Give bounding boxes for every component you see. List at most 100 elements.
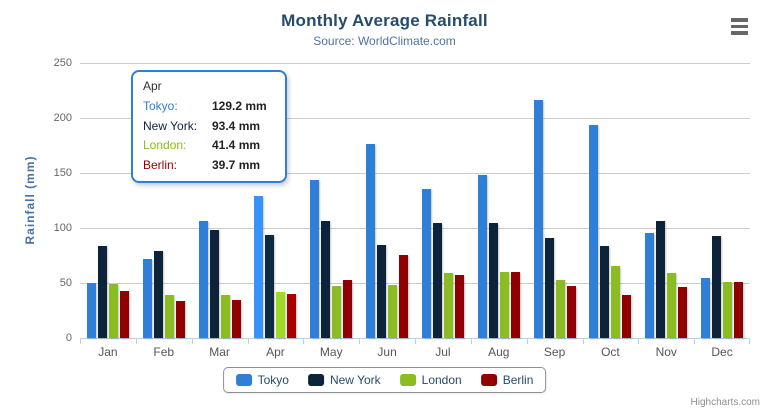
bar-tokyo-jun[interactable] — [366, 144, 376, 338]
bar-berlin-jun[interactable] — [399, 254, 409, 338]
credits-link[interactable]: Highcharts.com — [690, 397, 760, 408]
bar-london-jan[interactable] — [108, 284, 118, 338]
x-axis-label-sep: Sep — [543, 345, 566, 359]
tooltip-row-tokyo: Tokyo: 129.2 mm — [143, 97, 275, 117]
x-axis-tick — [582, 339, 584, 344]
legend-swatch-berlin — [480, 374, 497, 386]
tooltip-rows: Tokyo: 129.2 mm New York: 93.4 mm London: 41.… — [143, 97, 275, 175]
bar-tokyo-jul[interactable] — [421, 188, 431, 338]
gridline-250 — [80, 63, 750, 64]
legend-item-tokyo[interactable]: Tokyo — [235, 373, 289, 387]
x-axis-tick — [638, 339, 640, 344]
legend-label: Tokyo — [257, 373, 289, 387]
x-axis-label-mar: Mar — [209, 345, 230, 359]
bar-tokyo-oct[interactable] — [589, 124, 599, 338]
gridline-100 — [80, 228, 750, 229]
bar-tokyo-nov[interactable] — [645, 232, 655, 338]
y-axis-label-250: 250 — [53, 57, 72, 69]
legend-swatch-new-york — [307, 374, 324, 386]
y-axis-label-100: 100 — [53, 222, 72, 234]
x-axis-label-oct: Oct — [601, 345, 620, 359]
bar-london-aug[interactable] — [499, 272, 509, 338]
export-menu-button[interactable] — [726, 15, 754, 39]
bar-new-york-may[interactable] — [321, 221, 331, 338]
chart-subtitle: Source: WorldClimate.com — [313, 34, 456, 48]
bar-tokyo-aug[interactable] — [477, 174, 487, 338]
bar-berlin-dec[interactable] — [734, 281, 744, 338]
bar-new-york-apr[interactable] — [265, 235, 275, 338]
legend-label: London — [421, 373, 462, 387]
x-axis-label-nov: Nov — [655, 345, 677, 359]
gridline-150 — [80, 173, 750, 174]
tooltip-series-label: New York: — [143, 118, 198, 133]
bar-berlin-jul[interactable] — [454, 274, 464, 338]
bar-london-apr[interactable] — [276, 292, 286, 338]
x-axis-label-jan: Jan — [98, 345, 118, 359]
tooltip-series-value: 41.4 mm — [212, 138, 261, 152]
x-axis-tick — [415, 339, 416, 344]
bar-new-york-dec[interactable] — [712, 236, 722, 338]
bar-berlin-sep[interactable] — [566, 285, 576, 338]
hamburger-menu-icon — [731, 18, 749, 35]
tooltip-row-london: London: 41.4 mm — [143, 136, 275, 156]
tooltip-row-berlin: Berlin: 39.7 mm — [143, 156, 275, 176]
bar-berlin-apr[interactable] — [287, 294, 297, 338]
legend-item-berlin[interactable]: Berlin — [480, 373, 534, 387]
tooltip-series-label: Tokyo: — [143, 99, 178, 113]
bar-tokyo-jan[interactable] — [86, 283, 96, 338]
bar-berlin-may[interactable] — [343, 280, 353, 338]
legend-item-new-york[interactable]: New York — [307, 373, 381, 387]
bar-london-jun[interactable] — [388, 284, 398, 338]
bar-berlin-feb[interactable] — [175, 301, 185, 338]
y-axis-label-200: 200 — [53, 112, 72, 124]
tooltip-row-new-york: New York: 93.4 mm — [143, 117, 275, 137]
bar-berlin-nov[interactable] — [678, 286, 688, 338]
bar-berlin-oct[interactable] — [622, 295, 632, 338]
tooltip: Apr Tokyo: 129.2 mm New York: 93.4 mm London… — [131, 70, 287, 183]
x-axis-tick — [470, 339, 472, 344]
bar-new-york-aug[interactable] — [488, 223, 498, 338]
bar-berlin-mar[interactable] — [231, 300, 241, 338]
bar-new-york-jun[interactable] — [377, 245, 387, 338]
x-axis-label-jul: Jul — [435, 345, 451, 359]
bar-london-feb[interactable] — [164, 295, 174, 338]
tooltip-series-value: 93.4 mm — [212, 118, 261, 133]
legend-label: New York — [329, 373, 381, 387]
tooltip-header: Apr — [143, 79, 162, 93]
bar-berlin-jan[interactable] — [119, 291, 129, 338]
bar-tokyo-dec[interactable] — [701, 278, 711, 338]
bar-london-dec[interactable] — [723, 281, 733, 338]
bar-new-york-oct[interactable] — [600, 246, 610, 338]
bar-london-oct[interactable] — [611, 266, 621, 338]
bar-tokyo-sep[interactable] — [533, 99, 543, 338]
bar-new-york-nov[interactable] — [656, 220, 666, 338]
y-axis-label-50: 50 — [59, 277, 72, 289]
x-axis-tick — [526, 339, 528, 344]
bar-london-may[interactable] — [332, 286, 342, 338]
bar-london-jul[interactable] — [443, 273, 453, 338]
x-axis-label-aug: Aug — [488, 345, 510, 359]
tooltip-series-label: Berlin: — [143, 157, 178, 172]
x-axis-tick — [749, 339, 750, 344]
bar-tokyo-apr[interactable] — [254, 195, 264, 338]
bar-london-mar[interactable] — [220, 294, 230, 338]
legend-item-london[interactable]: London — [399, 373, 462, 387]
tooltip-series-value: 129.2 mm — [212, 99, 267, 113]
bar-new-york-feb[interactable] — [153, 251, 163, 338]
bar-new-york-jan[interactable] — [97, 246, 107, 338]
bar-tokyo-feb[interactable] — [142, 259, 152, 338]
bar-new-york-mar[interactable] — [209, 229, 219, 338]
legend-label: Berlin — [502, 373, 534, 387]
bar-london-sep[interactable] — [555, 280, 565, 338]
legend-swatch-tokyo — [235, 374, 252, 386]
bar-new-york-sep[interactable] — [544, 237, 554, 338]
bar-berlin-aug[interactable] — [510, 271, 520, 338]
bar-new-york-jul[interactable] — [432, 222, 442, 338]
gridline-50 — [80, 283, 750, 284]
bar-tokyo-mar[interactable] — [198, 220, 208, 338]
bar-tokyo-may[interactable] — [310, 179, 320, 338]
bar-london-nov[interactable] — [667, 272, 677, 338]
x-axis-label-feb: Feb — [153, 345, 175, 359]
tooltip-series-label: London: — [143, 138, 187, 152]
